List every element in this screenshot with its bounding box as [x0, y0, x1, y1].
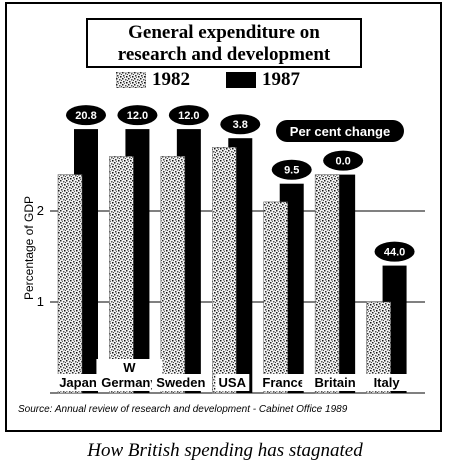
percent-change-label-italy: 44.0 [384, 247, 405, 259]
bar-1982-japan [57, 174, 83, 394]
category-label-france-0: France [262, 375, 305, 390]
category-label-bg-britain [302, 374, 369, 391]
category-label-bg-italy [361, 374, 412, 391]
category-label-bg-japan [53, 374, 103, 391]
legend-label-1987: 1987 [262, 69, 300, 90]
chart-title: General expenditure on research and deve… [86, 18, 362, 68]
category-label-bg-w-germany [96, 359, 163, 391]
bar-1982-usa [212, 147, 237, 394]
bar-1982-sweden [160, 156, 186, 394]
title-line-2: research and development [117, 44, 331, 65]
category-label-usa-0: USA [219, 375, 247, 390]
legend-swatch-1987 [226, 72, 256, 88]
y-tick-label-2: 2 [37, 203, 44, 218]
category-label-bg-usa [215, 374, 250, 391]
source-note: Source: Annual review of research and de… [18, 404, 348, 415]
percent-change-label-usa: 3.8 [233, 119, 248, 131]
category-label-sweden-0: Sweden [156, 375, 205, 390]
category-label-bg-sweden [151, 374, 210, 391]
percent-change-badge-japan [66, 105, 106, 126]
legend-label-1982: 1982 [152, 69, 190, 90]
annotation-pill [276, 120, 404, 142]
percent-change-label-sweden: 12.0 [178, 110, 199, 122]
percent-change-badge-sweden [168, 105, 209, 126]
percent-change-badge-italy [374, 241, 415, 262]
category-label-japan-0: Japan [59, 375, 97, 390]
percent-change-label-france: 9.5 [284, 165, 299, 177]
y-tick-label-1: 1 [37, 294, 44, 309]
bar-1982-britain [314, 174, 340, 394]
percent-change-badge-w-germany [117, 105, 158, 126]
percent-change-badge-usa [220, 114, 261, 135]
percent-change-label-japan: 20.8 [75, 110, 96, 122]
percent-change-label-britain: 0.0 [335, 156, 350, 168]
percent-change-badge-france [271, 159, 312, 180]
caption: How British spending has stagnated [87, 440, 363, 461]
bar-1982-france [263, 201, 288, 394]
legend-swatch-1982 [116, 72, 146, 88]
bar-1982-w-germany [109, 156, 134, 394]
category-label-bg-france [254, 374, 313, 391]
percent-change-label-w-germany: 12.0 [127, 110, 148, 122]
title-line-1: General expenditure on [128, 22, 320, 43]
category-label-italy-0: Italy [374, 375, 401, 390]
category-label-w-germany-1: Germany [101, 375, 158, 390]
annotation-label: Per cent change [290, 124, 390, 139]
category-label-w-germany-0: W [123, 360, 136, 375]
category-label-britain-0: Britain [315, 375, 356, 390]
percent-change-badge-britain [323, 150, 364, 171]
